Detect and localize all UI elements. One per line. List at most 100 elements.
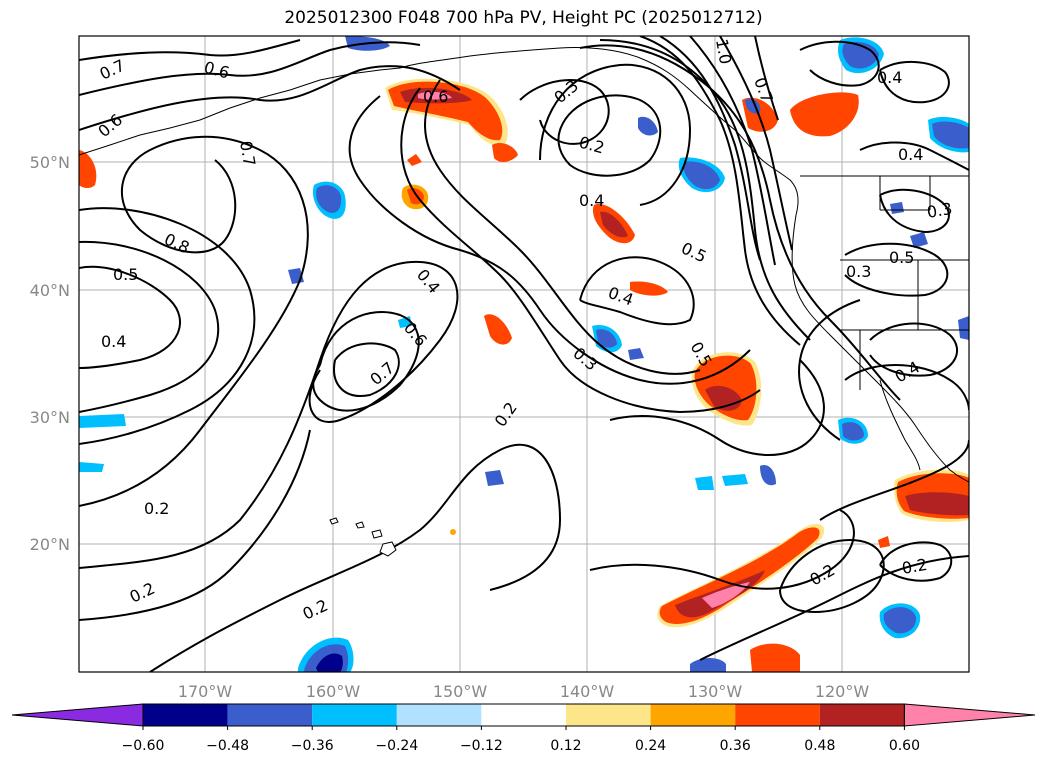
pv-area-coast: [79, 150, 97, 189]
colorbar-segment: [735, 704, 820, 726]
pv-neg-area: [760, 464, 776, 486]
pv-neg-area: [842, 422, 864, 441]
colorbar-extend-low: [11, 703, 144, 727]
colorbar-segment: [650, 704, 736, 726]
hawaii-island: [379, 541, 397, 557]
colorbar-tick-label: −0.24: [375, 738, 418, 754]
lon-label: 160°W: [306, 682, 361, 701]
contour-line: [869, 322, 959, 377]
contour-line: [719, 36, 793, 251]
hawaii-islands: [329, 517, 397, 557]
coastline-us-west: [791, 214, 969, 483]
contour-line: [879, 541, 953, 582]
contour-label: 0.5: [889, 248, 914, 267]
contour-line: [879, 188, 950, 234]
colorbar-tick-label: 0.24: [635, 738, 666, 754]
contour-line: [689, 36, 776, 266]
hawaii-island: [355, 521, 365, 529]
contour-line: [599, 39, 811, 341]
contour-label: 0.4: [579, 191, 604, 210]
colorbar-segment: [819, 704, 905, 726]
contour-line: [779, 538, 885, 614]
pv-neg-area: [628, 348, 644, 360]
pv-area-mexico: [905, 492, 969, 516]
contour-line: [79, 39, 301, 61]
colorbar: −0.60 −0.48 −0.36 −0.24 −0.12 0.12 0.24 0.36 0.4…: [11, 703, 1036, 754]
lat-label: 50°N: [30, 153, 70, 172]
colorbar-extend-high: [903, 703, 1036, 727]
border-states: [840, 176, 969, 390]
pv-neg-area: [890, 202, 904, 214]
colorbar-tick-label: 0.48: [804, 738, 835, 754]
map-content: [79, 36, 969, 672]
colorbar-tick-label: −0.12: [460, 738, 503, 754]
colorbar-outline: [142, 703, 905, 727]
contour-label: 0.2: [900, 555, 928, 578]
contour-line: [79, 265, 181, 369]
lon-label: 150°W: [433, 682, 488, 701]
contour-line: [79, 260, 459, 569]
contour-label: 1.0: [712, 37, 735, 65]
map-frame: [78, 35, 970, 673]
lon-label: 170°W: [178, 682, 233, 701]
contour-line: [754, 36, 779, 121]
pv-neg-area: [695, 476, 714, 490]
contour-line: [579, 44, 901, 401]
pv-area-coast: [878, 536, 890, 548]
pv-neg-area: [842, 41, 879, 69]
contour-line: [799, 40, 880, 87]
pv-positive-areas: [79, 78, 969, 672]
contour-line: [557, 94, 662, 177]
longitude-labels: 170°W 160°W 150°W 140°W 130°W 120°W: [178, 682, 870, 701]
pv-area-coast: [750, 643, 800, 672]
lon-label: 130°W: [688, 682, 743, 701]
chart-title: 2025012300 F048 700 hPa PV, Height PC (2…: [284, 8, 763, 28]
lon-label: 120°W: [815, 682, 870, 701]
contour-line: [79, 65, 461, 131]
contour-line: [79, 429, 311, 621]
contour-label: 0.3: [925, 199, 953, 222]
lat-label: 40°N: [30, 281, 70, 300]
contour-label: 0.4: [101, 332, 126, 351]
contour-label: 0.5: [113, 265, 138, 284]
pv-area-central: [630, 281, 668, 296]
coastline-alaska: [399, 47, 736, 131]
pv-neg-area: [79, 414, 126, 428]
contour-line: [844, 364, 969, 411]
contour-line: [348, 95, 751, 385]
pv-area-small: [492, 143, 518, 162]
colorbar-segment: [566, 704, 651, 726]
colorbar-tick-label: −0.36: [291, 738, 334, 754]
lat-label: 30°N: [30, 408, 70, 427]
colorbar-tick-label: 0.60: [889, 738, 920, 754]
colorbar-tick-label: 0.12: [550, 738, 581, 754]
colorbar-segment: [312, 704, 397, 726]
pv-neg-area: [638, 116, 658, 136]
height-contours: [79, 36, 969, 672]
hawaii-island: [329, 517, 339, 525]
colorbar-tick-label: −0.48: [206, 738, 249, 754]
contour-line: [859, 141, 969, 171]
pv-area-streamer: [702, 582, 750, 608]
pv-area-small: [407, 154, 422, 166]
contour-line: [699, 555, 969, 661]
contour-line: [424, 79, 701, 375]
contour-line: [819, 439, 969, 521]
latitude-labels: 50°N 40°N 30°N 20°N: [30, 153, 70, 554]
contour-line: [400, 87, 761, 414]
pv-neg-area: [596, 329, 617, 348]
pv-neg-area: [910, 232, 928, 248]
pv-neg-area: [316, 653, 343, 672]
pv-neg-area: [932, 121, 969, 149]
pv-neg-area: [958, 316, 969, 340]
map-background: [79, 36, 969, 672]
contour-line: [579, 256, 695, 326]
pv-area-dot: [450, 529, 456, 535]
pv-area-gulf-alaska: [418, 91, 452, 100]
colorbar-tick-label: 0.36: [720, 738, 751, 754]
gridlines: [79, 36, 969, 672]
coastlines: [79, 47, 969, 483]
colorbar-segment: [143, 704, 228, 726]
contour-line: [79, 135, 309, 507]
